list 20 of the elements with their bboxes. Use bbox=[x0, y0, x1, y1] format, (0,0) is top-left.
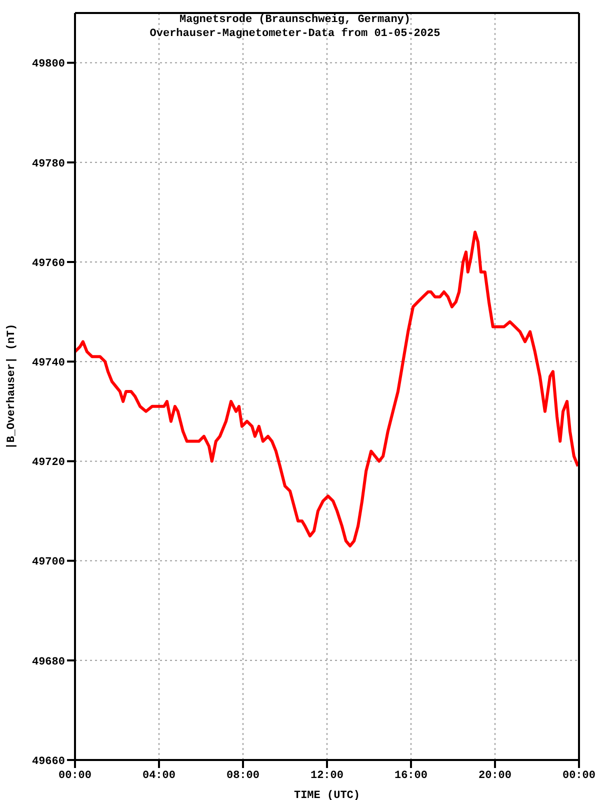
chart-title: Magnetsrode (Braunschweig, Germany) bbox=[178, 13, 412, 27]
x-axis-title: TIME (UTC) bbox=[294, 790, 360, 800]
y-axis-title: |B_Overhauser| (nT) bbox=[6, 324, 18, 450]
x-tick-label: 00:00 bbox=[58, 770, 92, 782]
y-tick-label: 49760 bbox=[32, 258, 65, 270]
line-series bbox=[75, 230, 579, 548]
y-tick-label: 49780 bbox=[32, 158, 65, 170]
x-tick-label: 04:00 bbox=[142, 770, 176, 782]
y-tick-label: 49680 bbox=[32, 656, 65, 668]
y-tick-label: 49800 bbox=[32, 58, 65, 71]
x-tick-label: 12:00 bbox=[310, 770, 344, 782]
y-tick-label: 49720 bbox=[32, 457, 65, 470]
y-tick-label: 49700 bbox=[32, 556, 65, 569]
text: Overhauser-Magnetometer-Data from 01-05-2025 bbox=[148, 27, 442, 41]
x-tick-label: 08:00 bbox=[226, 770, 260, 782]
x-tick-label: 16:00 bbox=[394, 770, 428, 782]
x-tick-label: 00:00 bbox=[562, 770, 596, 782]
y-tick-label: 49660 bbox=[32, 756, 65, 768]
x-tick-label: 20:00 bbox=[478, 770, 512, 782]
y-tick-label: 49740 bbox=[32, 358, 65, 370]
